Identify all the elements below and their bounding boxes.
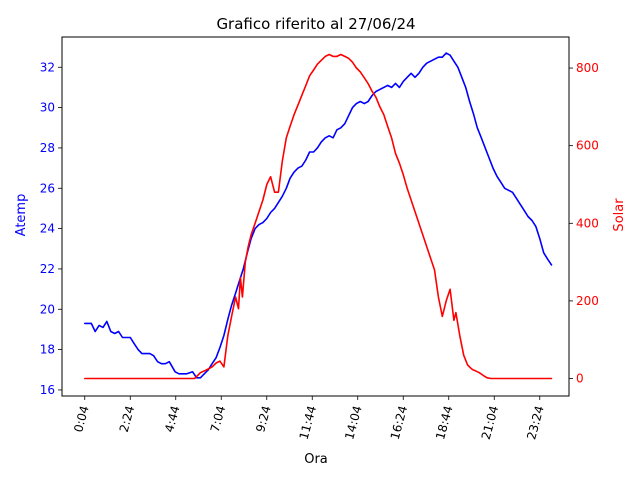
right-y-tick-label: 400 [576,216,599,230]
left-axis-label: Atemp [14,194,29,237]
x-tick-label: 4:44 [162,404,182,434]
series-line-atemp [84,52,553,379]
x-tick-label: 9:24 [253,404,273,434]
right-axis-label: Solar [612,198,627,232]
left-y-tick-label: 26 [40,181,55,195]
x-tick-label: 2:24 [117,404,137,434]
right-y-tick-label: 600 [576,139,599,153]
left-y-tick-label: 16 [40,383,55,397]
left-y-tick-label: 18 [40,343,55,357]
chart-title: Grafico riferito al 27/06/24 [216,15,415,33]
left-y-tick-label: 20 [40,302,55,316]
left-y-tick-label: 32 [40,60,55,74]
right-y-tick-label: 200 [576,294,599,308]
left-y-tick-label: 30 [40,101,55,115]
series-line-solar [84,53,553,380]
x-axis-label: Ora [304,452,328,467]
x-tick-label: 7:04 [208,404,228,434]
x-tick-label: 0:04 [71,404,91,434]
right-y-tick-label: 0 [576,372,584,386]
right-y-tick-label: 800 [576,61,599,75]
plot-area: 0:04 2:24 4:44 7:04 9:24 11:44 14:04 16:24 18:44… [40,36,599,441]
left-y-tick-label: 22 [40,262,55,276]
left-y-tick-label: 24 [40,222,55,236]
left-y-tick-label: 28 [40,141,55,155]
plot-frame [61,36,570,397]
